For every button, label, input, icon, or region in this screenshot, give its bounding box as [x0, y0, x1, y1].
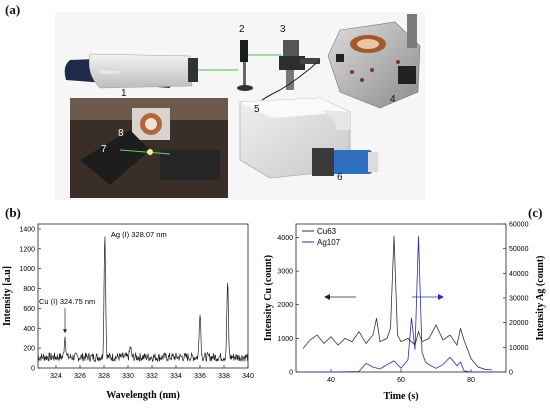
y-axis-b: 0 200 400 600 800 1000 1200 1400 — [19, 226, 41, 373]
x-tick-label-b: 330 — [122, 373, 134, 380]
y-tick-label-left-c: 2000 — [277, 302, 293, 309]
y-tick-label-b: 800 — [23, 286, 35, 293]
x-tick-label-b: 336 — [194, 373, 206, 380]
right-arrow-icon — [438, 294, 444, 300]
x-tick-label-b: 340 — [242, 373, 254, 380]
x-axis-label-b: Wavelength (nm) — [106, 390, 180, 401]
y-tick-label-right-c: 0 — [509, 370, 513, 377]
callout-3: 3 — [280, 24, 286, 35]
x-axis-label-c: Time (s) — [383, 391, 418, 402]
panel-label-c: (c) — [528, 205, 543, 220]
mirror-component — [237, 40, 253, 91]
axis-direction-arrows — [324, 294, 444, 300]
callout-6: 6 — [337, 172, 343, 183]
callout-4: 4 — [390, 94, 396, 105]
y-tick-label-b: 0 — [31, 366, 35, 373]
plot-frame-b — [37, 223, 249, 369]
annotation-ag: Ag (I) 328.07 nm — [111, 230, 167, 239]
spectrum-line — [37, 236, 249, 363]
callout-7: 7 — [101, 144, 107, 155]
x-tick-label-c: 60 — [397, 377, 405, 384]
focusing-optics — [279, 40, 320, 90]
y-axis-label-left-c: Intensity Cu (count) — [263, 255, 274, 341]
callout-numbers: 1 2 3 4 5 6 7 8 — [101, 24, 396, 183]
y-tick-label-right-c: 40000 — [509, 271, 529, 278]
y-tick-label-right-c: 50000 — [509, 246, 529, 253]
y-tick-label-left-c: 3000 — [277, 269, 293, 276]
y-tick-label-left-c: 4000 — [277, 235, 293, 242]
x-tick-label-b: 338 — [218, 373, 230, 380]
callout-1: 1 — [121, 88, 127, 99]
detector — [312, 148, 378, 176]
x-axis-b: 324 326 328 330 332 334 336 338 340 — [50, 365, 254, 380]
plot-frame-c — [295, 223, 507, 373]
y-tick-label-b: 1200 — [19, 246, 35, 253]
series-line-ag107 — [303, 236, 499, 373]
callout-2: 2 — [239, 24, 245, 35]
y-tick-label-right-c: 30000 — [509, 296, 529, 303]
y-tick-label-right-c: 20000 — [509, 320, 529, 327]
y-tick-label-right-c: 10000 — [509, 345, 529, 352]
chart-c: 0 1000 2000 3000 4000 0 10000 20000 30000 40000 5… — [263, 222, 546, 403]
y-tick-label-b: 1400 — [19, 226, 35, 233]
legend-label-ag107: Ag107 — [317, 238, 341, 247]
x-tick-label-b: 334 — [170, 373, 182, 380]
annotation-cu: Cu (I) 324.75 nm — [39, 297, 95, 306]
y-tick-label-b: 600 — [23, 306, 35, 313]
y-tick-label-b: 1000 — [19, 266, 35, 273]
series-line-cu63 — [302, 235, 493, 371]
x-tick-label-b: 332 — [146, 373, 158, 380]
x-tick-label-c: 40 — [327, 377, 335, 384]
y-axis-right-c: 0 10000 20000 30000 40000 50000 60000 — [503, 222, 529, 377]
svg-text:Brilliant b: Brilliant b — [100, 70, 121, 76]
left-arrow-icon — [324, 294, 330, 300]
chart-b: 0 200 400 600 800 1000 1200 1400 324 326 328 330 33… — [2, 223, 254, 401]
y-tick-label-b: 200 — [23, 346, 35, 353]
y-axis-left-c: 0 1000 2000 3000 4000 — [277, 235, 299, 377]
x-tick-label-b: 326 — [74, 373, 86, 380]
y-tick-label-left-c: 0 — [289, 370, 293, 377]
callout-8: 8 — [118, 128, 124, 139]
x-tick-label-b: 328 — [98, 373, 110, 380]
panel-label-b: (b) — [5, 205, 21, 220]
y-axis-label-b: Intensity [a.u] — [2, 266, 13, 326]
apparatus-photo: Brilliant b — [64, 14, 421, 198]
annotations-b: Ag (I) 328.07 nm Cu (I) 324.75 nm — [39, 230, 167, 334]
y-tick-label-b: 400 — [23, 326, 35, 333]
callout-5: 5 — [254, 104, 260, 115]
laser-source: Brilliant b — [64, 53, 198, 89]
panel-label-a: (a) — [5, 2, 21, 17]
ablation-chamber — [327, 14, 421, 109]
y-tick-label-left-c: 1000 — [277, 336, 293, 343]
legend-c: Cu63 Ag107 — [302, 227, 341, 247]
x-axis-c: 40 60 80 — [327, 369, 475, 384]
x-tick-label-b: 324 — [50, 373, 62, 380]
down-arrow-icon — [63, 329, 67, 334]
cable — [261, 59, 321, 101]
x-tick-label-c: 80 — [467, 377, 475, 384]
y-axis-label-right-c: Intensity Ag (count) — [535, 255, 546, 340]
legend-label-cu63: Cu63 — [317, 227, 337, 236]
y-tick-label-right-c: 60000 — [509, 222, 529, 229]
inset-photo — [70, 98, 228, 198]
